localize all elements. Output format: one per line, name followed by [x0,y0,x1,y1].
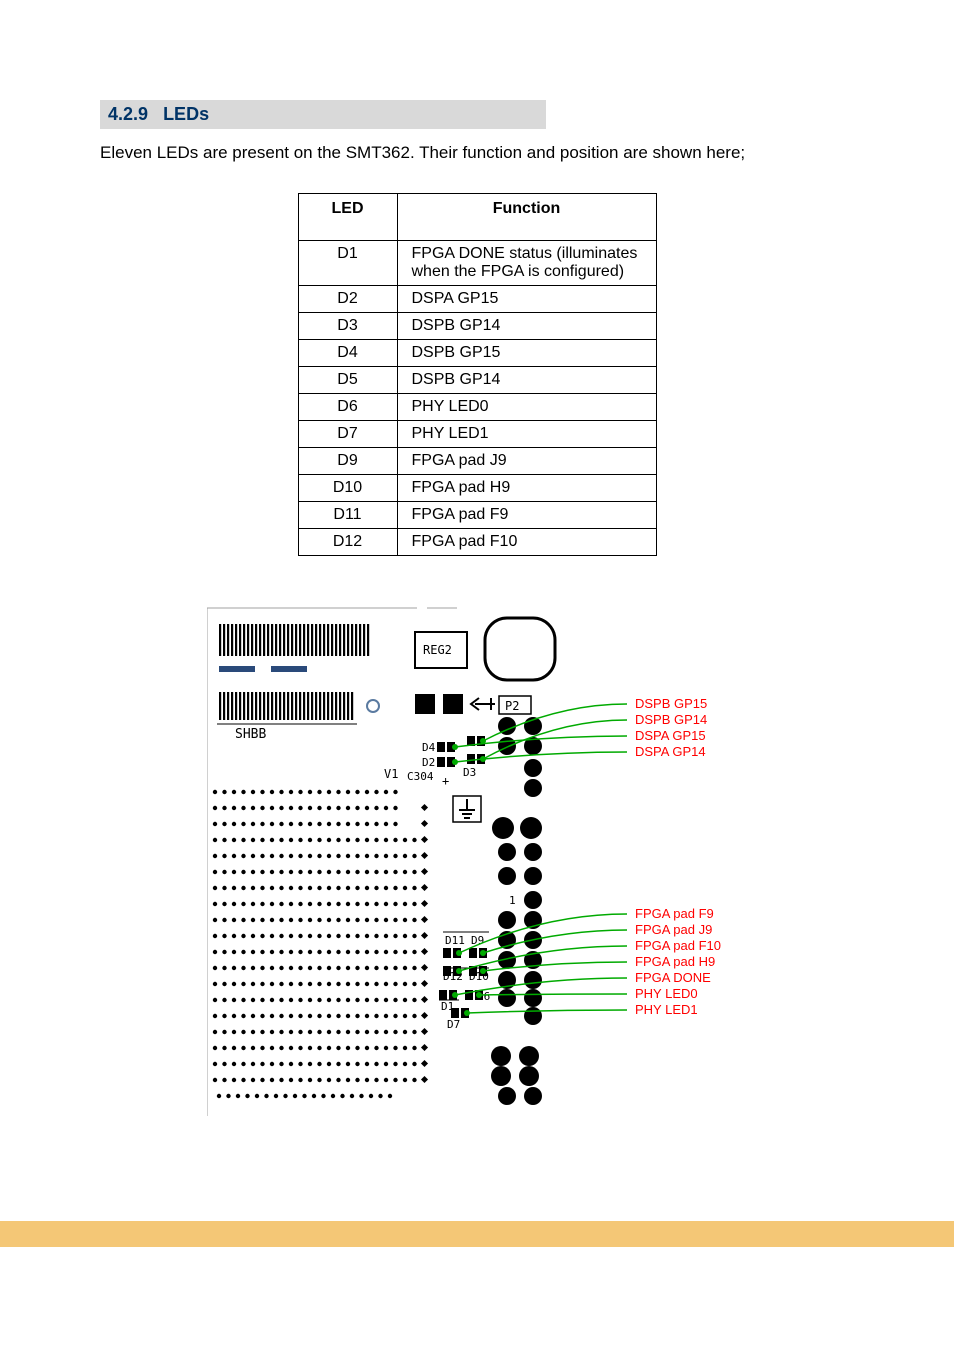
d7-label: D7 [447,1018,460,1031]
callout-label: FPGA pad J9 [635,922,712,937]
callout-label: DSPA GP15 [635,728,706,743]
callout-label: FPGA pad F10 [635,938,721,953]
v1-label: V1 [384,767,398,781]
led-table: LED Function D1FPGA DONE status (illumin… [298,193,657,556]
shbb-label: SHBB [235,727,266,742]
callout-label: DSPA GP14 [635,744,706,759]
table-row: D1FPGA DONE status (illuminates when the… [298,241,656,286]
led-id: D3 [298,313,397,340]
led-function: PHY LED1 [397,421,656,448]
led-function: FPGA pad J9 [397,448,656,475]
led-id: D2 [298,286,397,313]
led-function: DSPB GP14 [397,367,656,394]
reg2-label: REG2 [423,643,452,657]
led-function: FPGA pad F9 [397,502,656,529]
p2-label: P2 [505,699,519,713]
callout-label: PHY LED1 [635,1002,698,1017]
callout-label: DSPB GP14 [635,712,707,727]
d11-label: D11 [445,934,465,947]
led-id: D1 [298,241,397,286]
pcb-diagram: SHBB REG2 P2 D4 D2 D3 V1 C304 + [100,596,854,1121]
barcode-bottom [217,692,357,720]
d2-label: D2 [422,756,435,769]
barcode-top [217,624,369,656]
led-function: FPGA pad H9 [397,475,656,502]
table-row: D10FPGA pad H9 [298,475,656,502]
callout-label: FPGA pad H9 [635,954,715,969]
led-id: D7 [298,421,397,448]
led-function: DSPB GP14 [397,313,656,340]
led-function: DSPA GP15 [397,286,656,313]
d3-label: D3 [463,766,476,779]
svg-text:1: 1 [509,894,516,907]
led-function: PHY LED0 [397,394,656,421]
led-id: D4 [298,340,397,367]
plus-label: + [442,774,449,788]
section-title: LEDs [163,104,209,124]
section-number: 4.2.9 [108,104,148,124]
table-row: D4DSPB GP15 [298,340,656,367]
d4-label: D4 [422,741,436,754]
led-id: D12 [298,529,397,556]
c304-label: C304 [407,770,434,783]
callout-label: DSPB GP15 [635,696,707,711]
led-function: FPGA pad F10 [397,529,656,556]
section-header: 4.2.9 LEDs [100,100,546,129]
callout-label: PHY LED0 [635,986,698,1001]
table-row: D6PHY LED0 [298,394,656,421]
callout-label: FPGA DONE [635,970,711,985]
footer-bar [0,1221,954,1247]
table-header-function: Function [397,194,656,241]
table-row: D11FPGA pad F9 [298,502,656,529]
led-id: D10 [298,475,397,502]
table-row: D7PHY LED1 [298,421,656,448]
table-row: D12FPGA pad F10 [298,529,656,556]
table-row: D5DSPB GP14 [298,367,656,394]
table-row: D2DSPA GP15 [298,286,656,313]
led-id: D5 [298,367,397,394]
table-row: D9FPGA pad J9 [298,448,656,475]
led-id: D11 [298,502,397,529]
callout-label: FPGA pad F9 [635,906,714,921]
intro-text: Eleven LEDs are present on the SMT362. T… [100,143,854,163]
table-row: D3DSPB GP14 [298,313,656,340]
table-header-led: LED [298,194,397,241]
led-id: D6 [298,394,397,421]
led-function: FPGA DONE status (illuminates when the F… [397,241,656,286]
led-function: DSPB GP15 [397,340,656,367]
led-id: D9 [298,448,397,475]
